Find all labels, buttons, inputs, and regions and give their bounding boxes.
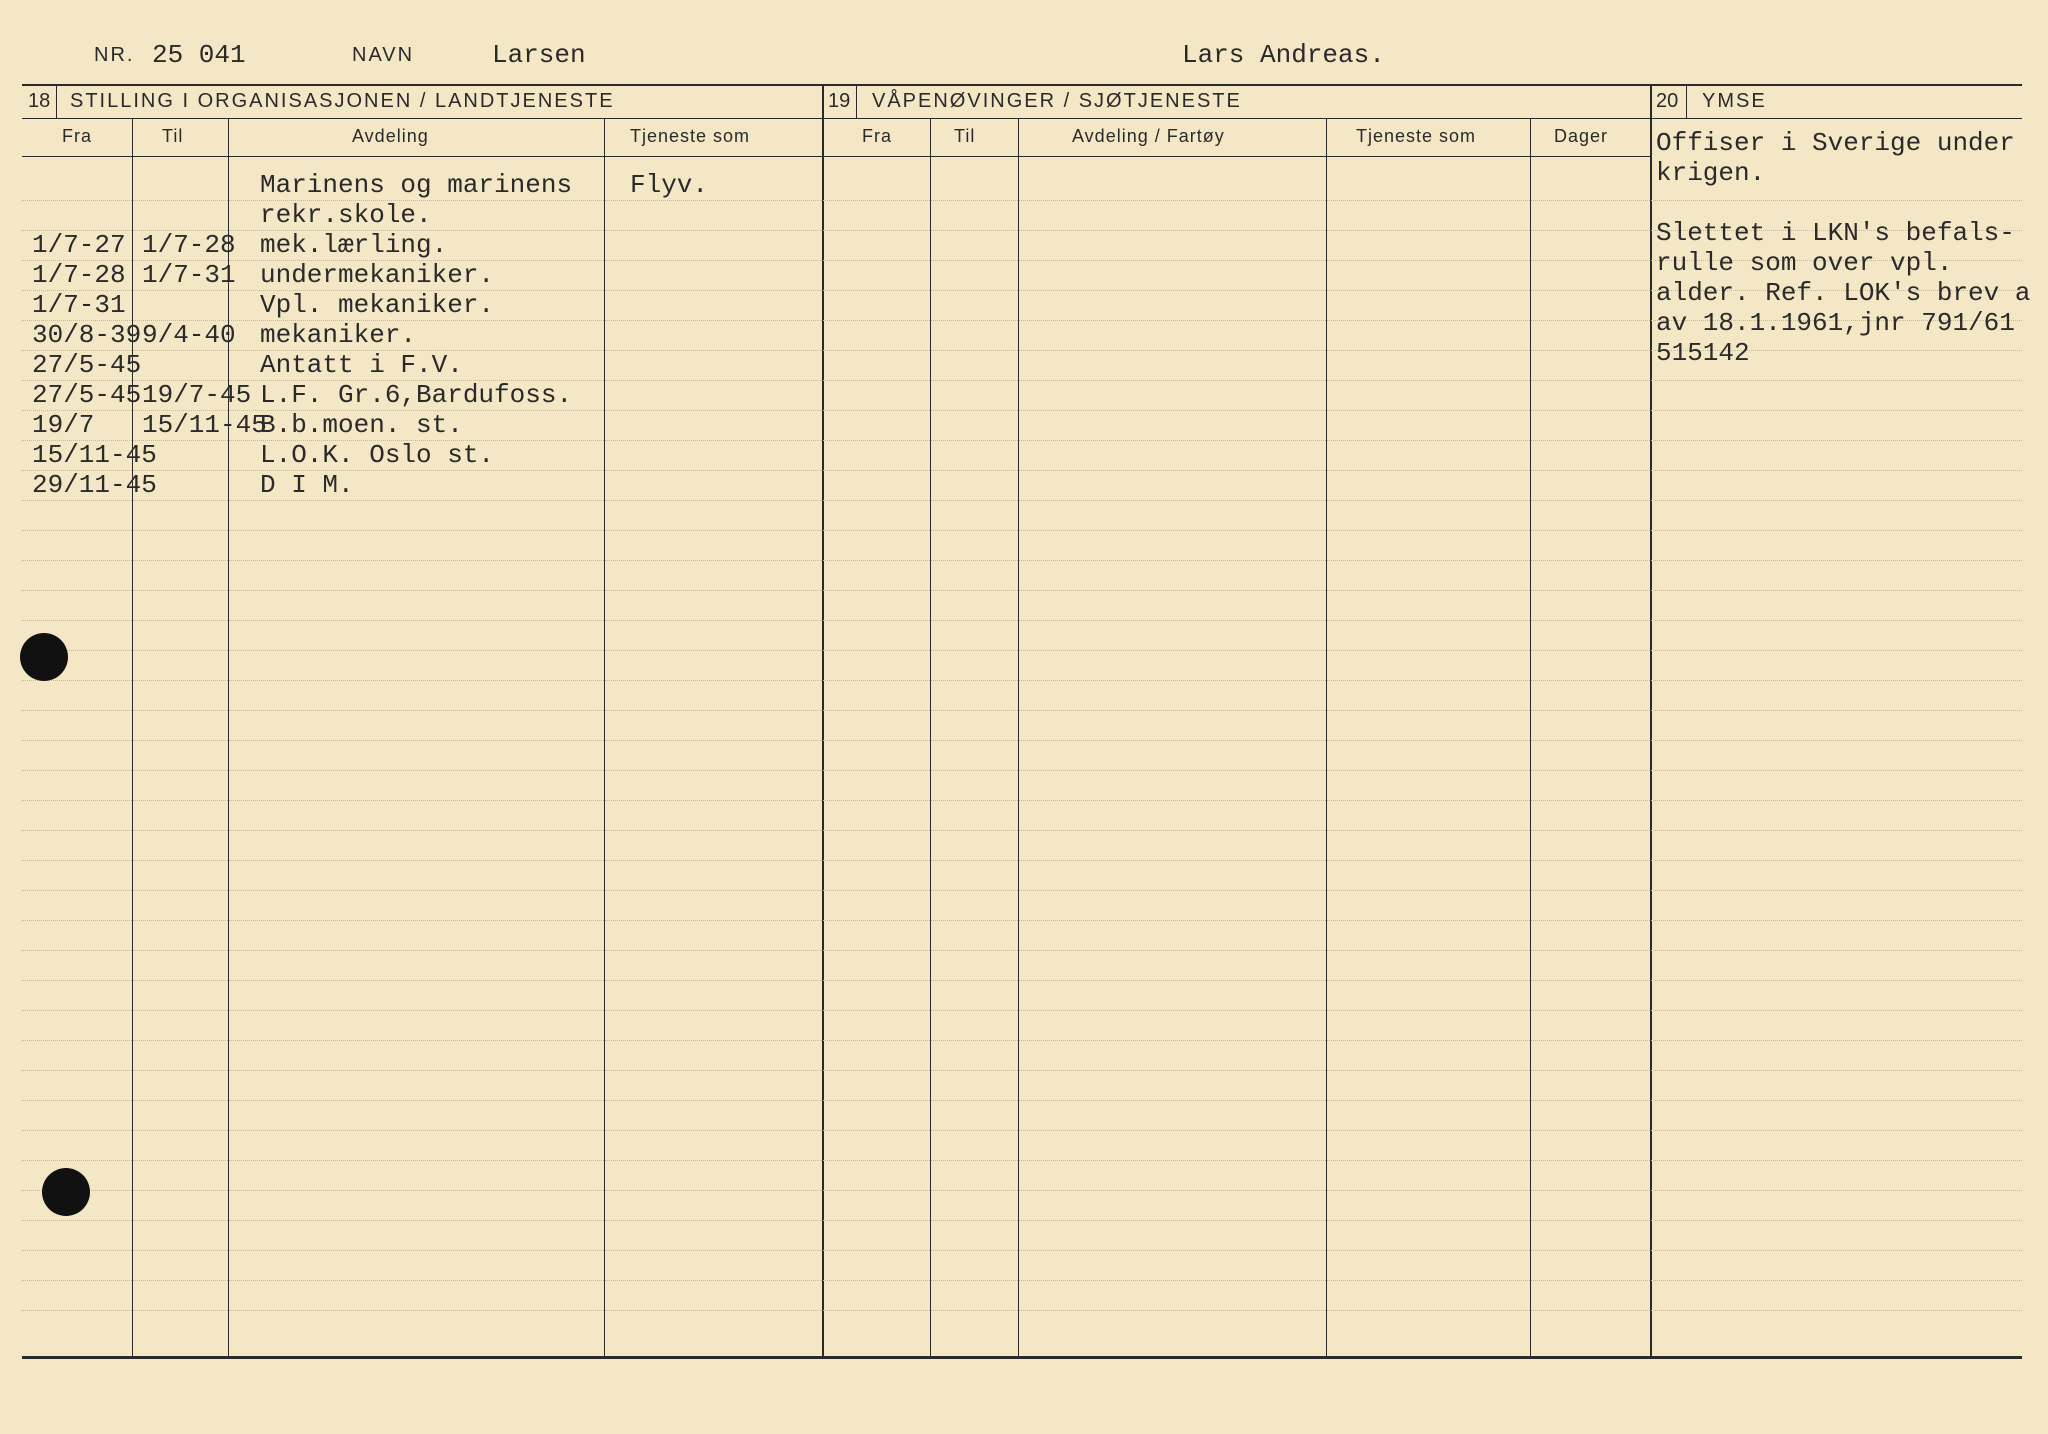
dotted-rule <box>22 860 2022 861</box>
sec18-fra: 1/7-27 <box>32 230 126 260</box>
sec18-fra: 1/7-28 <box>32 260 126 290</box>
rule-bottom <box>22 1356 2022 1359</box>
sec18-fra: 27/5-45 <box>32 350 141 380</box>
sec18-fra: 27/5-45 <box>32 380 141 410</box>
dotted-rule <box>22 890 2022 891</box>
sec18-til: 1/7-28 <box>142 230 236 260</box>
dotted-rule <box>22 830 2022 831</box>
dotted-rule <box>22 1190 2022 1191</box>
dotted-rule <box>22 1160 2022 1161</box>
sec20-line: Offiser i Sverige under <box>1656 128 2015 158</box>
dotted-rule <box>22 1280 2022 1281</box>
sec20-line: alder. Ref. LOK's brev a <box>1656 278 2030 308</box>
sec18-avd: rekr.skole. <box>260 200 432 230</box>
dotted-rule <box>22 620 2022 621</box>
sec18-avd: L.O.K. Oslo st. <box>260 440 494 470</box>
sec18-fra: 19/7 <box>32 410 94 440</box>
punch-hole-top <box>20 633 68 681</box>
dotted-rule <box>22 980 2022 981</box>
sec20-line: av 18.1.1961,jnr 791/61 <box>1656 308 2015 338</box>
sec18-avd: Vpl. mekaniker. <box>260 290 494 320</box>
dotted-rule <box>22 500 2022 501</box>
sec18-avd: L.F. Gr.6,Bardufoss. <box>260 380 572 410</box>
sec20-line: Slettet i LKN's befals- <box>1656 218 2015 248</box>
sec18-avd: B.b.moen. st. <box>260 410 463 440</box>
dotted-rule <box>22 950 2022 951</box>
dotted-rule <box>22 920 2022 921</box>
sec18-tj: Flyv. <box>630 170 708 200</box>
sec18-til: 15/11-45 <box>142 410 267 440</box>
dotted-rule <box>22 1250 2022 1251</box>
dotted-rule <box>22 680 2022 681</box>
sec18-avd: D I M. <box>260 470 354 500</box>
sec18-avd: mek.lærling. <box>260 230 447 260</box>
dotted-rule <box>22 800 2022 801</box>
dotted-rule <box>22 1100 2022 1101</box>
dotted-rule <box>22 1070 2022 1071</box>
sec18-til: 9/4-40 <box>142 320 236 350</box>
dotted-rule <box>22 560 2022 561</box>
punch-hole-bottom <box>42 1168 90 1216</box>
record-card: NR. 25 041 NAVN Larsen Lars Andreas. 18 … <box>22 48 2022 1412</box>
sec18-avd: mekaniker. <box>260 320 416 350</box>
sec18-avd: Antatt i F.V. <box>260 350 463 380</box>
dotted-rule <box>22 1130 2022 1131</box>
sec18-avd: undermekaniker. <box>260 260 494 290</box>
dotted-rule <box>22 1310 2022 1311</box>
dotted-rule <box>22 650 2022 651</box>
dotted-rule <box>22 1220 2022 1221</box>
sec20-line: rulle som over vpl. <box>1656 248 1952 278</box>
sec20-line: 515142 <box>1656 338 1750 368</box>
sec18-fra: 1/7-31 <box>32 290 126 320</box>
sec18-til: 19/7-45 <box>142 380 251 410</box>
sec20-line: krigen. <box>1656 158 1765 188</box>
dotted-rule <box>22 1010 2022 1011</box>
sec18-avd: Marinens og marinens <box>260 170 572 200</box>
dotted-rule <box>22 740 2022 741</box>
dotted-rule <box>22 710 2022 711</box>
sec18-fra: 15/11-45 <box>32 440 157 470</box>
sec18-til: 1/7-31 <box>142 260 236 290</box>
dotted-rule <box>22 590 2022 591</box>
dotted-rule <box>22 770 2022 771</box>
sec18-fra: 30/8-39 <box>32 320 141 350</box>
dotted-rule <box>22 1040 2022 1041</box>
sec18-fra: 29/11-45 <box>32 470 157 500</box>
dotted-rule <box>22 530 2022 531</box>
